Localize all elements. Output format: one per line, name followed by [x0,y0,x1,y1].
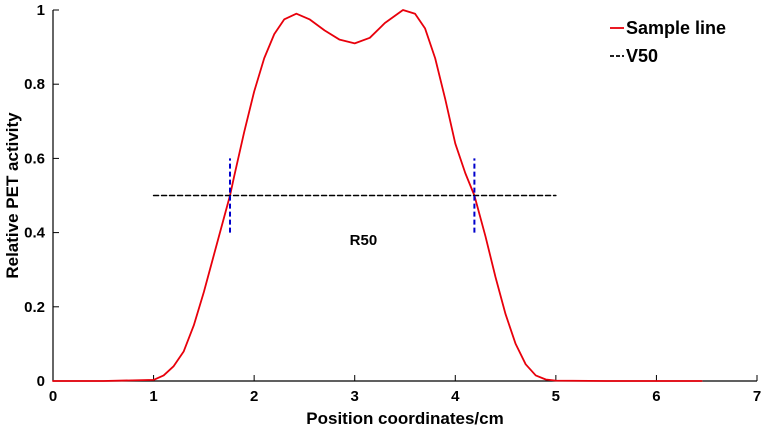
x-tick-label: 2 [250,388,258,405]
y-tick-label: 0.4 [24,225,46,242]
x-tick-label: 7 [753,388,761,405]
y-tick-label: 0.8 [24,76,45,93]
x-tick-label: 1 [149,388,157,405]
x-tick-label: 4 [451,388,460,405]
r50-annotation: R50 [350,232,378,249]
legend: Sample line V50 [610,18,726,66]
y-tick-label: 0.6 [24,150,45,167]
annotation-layer: R50 [350,232,378,249]
y-tick-label: 0 [37,373,45,390]
legend-label: V50 [626,46,658,66]
x-tick-label: 5 [552,388,560,405]
legend-label: Sample line [626,18,726,38]
x-axis-title: Position coordinates/cm [306,409,503,428]
x-tick-label: 3 [351,388,359,405]
x-tick-label: 0 [49,388,57,405]
y-tick-label: 0.2 [24,299,45,316]
x-tick-label: 6 [652,388,660,405]
marker-layer [229,158,476,233]
y-tick-label: 1 [37,2,45,19]
y-axis-title: Relative PET activity [3,112,22,279]
ticks: 0 1 2 3 4 5 6 7 0 0.2 0.4 0.6 0.8 1 [24,2,761,405]
sample-line [52,9,703,382]
series-layer [52,9,703,382]
